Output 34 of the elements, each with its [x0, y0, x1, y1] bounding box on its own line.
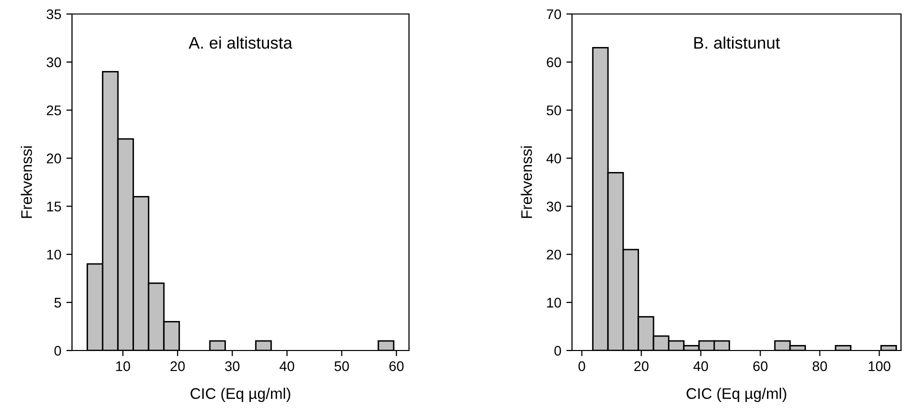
y-tick-label: 0 [54, 346, 62, 356]
y-tick-label: 15 [47, 202, 62, 212]
y-tick-label: 20 [46, 154, 62, 164]
x-tick-label: 100 [868, 361, 890, 372]
y-tick-label: 10 [547, 298, 562, 308]
y-axis-title: Frekvenssi [520, 146, 532, 218]
x-tick-label: 20 [170, 361, 185, 372]
x-tick-label: 60 [389, 361, 404, 372]
x-tick-label: 0 [578, 361, 586, 372]
y-tick-label: 25 [46, 105, 62, 116]
text: B. altistunut [694, 36, 780, 49]
y-tick-label: 0 [554, 346, 562, 356]
x-tick-label: 60 [753, 361, 768, 372]
y-tick-label: 70 [546, 9, 562, 20]
x-tick-label: 30 [225, 361, 240, 372]
x-axis-title: CIC (Eq µg/ml) [190, 388, 290, 402]
x-tick-label: 20 [634, 361, 648, 372]
x-tick-label: 40 [693, 361, 708, 372]
y-axis-title: Frekvenssi [20, 146, 32, 218]
text: A. ei altistusta [188, 36, 292, 49]
y-tick-label: 20 [546, 250, 562, 260]
x-axis-title: CIC (Eq µg/ml) [686, 388, 786, 402]
x-tick-label: 80 [812, 361, 827, 372]
y-tick-label: 40 [546, 154, 562, 164]
y-tick-label: 50 [546, 105, 562, 116]
y-tick-label: 30 [46, 57, 62, 68]
x-tick-label: 50 [334, 361, 349, 372]
x-tick-label: 40 [280, 361, 294, 372]
x-tick-label: 10 [116, 361, 130, 372]
y-tick-label: 30 [546, 202, 562, 212]
y-tick-label: 10 [47, 250, 62, 260]
y-tick-label: 60 [546, 57, 562, 68]
y-tick-label: 5 [54, 298, 61, 308]
y-tick-label: 35 [46, 9, 62, 20]
